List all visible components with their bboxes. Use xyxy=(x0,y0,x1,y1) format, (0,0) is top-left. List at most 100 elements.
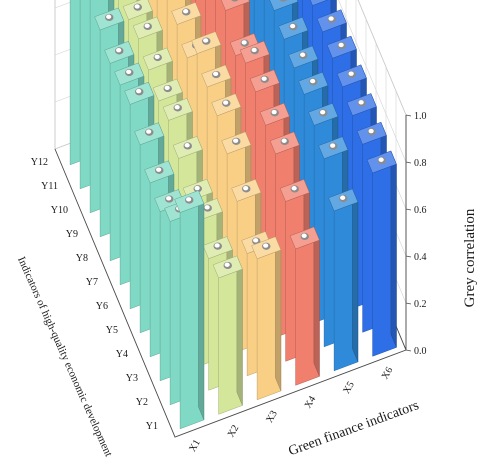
x-tick-label: X3 xyxy=(264,409,280,425)
bar-side-face xyxy=(236,255,243,406)
y-tick-label: Y6 xyxy=(96,301,108,312)
bar-X4-Y1 xyxy=(289,226,320,386)
bar-top-marker-highlight xyxy=(310,78,316,84)
z-tick-mark xyxy=(405,255,412,258)
bar-top-marker xyxy=(231,0,239,2)
bar-top-marker-highlight xyxy=(186,197,192,202)
bar-top-marker-highlight xyxy=(106,14,112,19)
bar-top-marker-highlight xyxy=(166,196,172,201)
z-tick-label: 1.0 xyxy=(414,111,427,122)
bar-top-marker-highlight xyxy=(116,47,122,53)
y-tick-label: Y10 xyxy=(51,205,68,216)
bar-top-marker-highlight xyxy=(156,167,162,172)
bar-top-marker-highlight xyxy=(281,138,287,143)
bar-top-marker-highlight xyxy=(358,100,364,105)
y-tick-label: Y1 xyxy=(146,421,158,432)
bar-top-marker-highlight xyxy=(251,47,257,53)
bar-top-marker-highlight xyxy=(320,109,326,115)
y-tick-label: Y7 xyxy=(86,277,98,288)
bar-top-marker-highlight xyxy=(203,38,209,43)
bar-X2-Y1 xyxy=(212,255,243,415)
bar-top-marker-highlight xyxy=(328,16,334,21)
x-tick-label: X4 xyxy=(303,394,319,410)
bar-top-marker-highlight xyxy=(243,185,249,191)
z-tick-label: 0.8 xyxy=(414,158,427,169)
bar-top-marker-highlight xyxy=(224,262,230,267)
tick-labels: X1 X2 X3 X4 X5 X6 Y1 Y2 Y3 Y4 Y5 Y6 Y7 Y8 Y9 Y10 Y11 Y12 0… xyxy=(31,111,427,454)
bar-top-marker-highlight xyxy=(184,143,190,148)
y-tick-label: Y2 xyxy=(136,397,148,408)
z-tick-label: 0.0 xyxy=(414,346,427,357)
bar-top-marker-highlight xyxy=(233,138,239,143)
bar-X6-Y1 xyxy=(366,150,397,357)
bar-top-marker-highlight xyxy=(214,243,220,248)
y-tick-label: Y4 xyxy=(116,349,128,360)
bar-top-marker-highlight xyxy=(300,52,306,57)
bar-top-marker-highlight xyxy=(338,42,344,48)
bar-side-face xyxy=(352,188,359,362)
bar-top-marker-highlight xyxy=(330,143,336,148)
bar-X3-Y1 xyxy=(251,236,282,401)
bar-top-marker-highlight xyxy=(164,85,170,91)
bar-top-face xyxy=(220,0,250,11)
y-tick-label: Y11 xyxy=(41,181,58,192)
bar-top-marker-highlight xyxy=(263,243,269,248)
bar-top-marker-highlight xyxy=(213,71,219,77)
bar-top-marker-highlight xyxy=(261,76,267,81)
bar-top-marker-highlight xyxy=(126,69,132,75)
bar-top-marker-highlight xyxy=(378,157,384,162)
bar-top-marker-highlight xyxy=(144,23,150,28)
bar-top-marker xyxy=(279,0,287,2)
bar-top-marker-highlight xyxy=(241,40,247,45)
y-tick-label: Y3 xyxy=(126,373,138,384)
bar-top-marker-highlight xyxy=(348,71,354,76)
bar-top-marker-highlight xyxy=(253,238,259,243)
gridline-z-4 xyxy=(338,0,407,163)
bar-top-marker-highlight xyxy=(290,23,296,29)
y-tick-label: Y5 xyxy=(106,325,118,336)
bar-side-face xyxy=(275,236,282,391)
bar-top-face xyxy=(269,0,299,11)
x-tick-label: X5 xyxy=(341,380,357,396)
x-tick-label: X1 xyxy=(187,438,203,454)
bar-top-marker-highlight xyxy=(183,9,189,14)
bar-top-face xyxy=(310,0,329,6)
bar-top-marker-highlight xyxy=(223,100,229,105)
y-axis-title: Indicators of high-quality economic deve… xyxy=(15,255,114,459)
bar-top-marker-highlight xyxy=(301,233,307,238)
gridline-z-5 xyxy=(357,0,407,116)
bar-top-marker-highlight xyxy=(146,129,152,134)
z-tick-mark xyxy=(405,161,412,164)
z-tick-mark xyxy=(405,114,412,117)
bar-top-marker-highlight xyxy=(194,185,200,191)
x-tick-label: X2 xyxy=(226,423,242,439)
x-tick-label: X6 xyxy=(380,365,396,381)
bar-side-face xyxy=(313,226,320,377)
bar-top-marker-highlight xyxy=(271,109,277,115)
bar-top-marker-highlight xyxy=(368,128,374,134)
z-tick-label: 0.4 xyxy=(414,252,427,263)
z-tick-mark xyxy=(405,302,412,305)
bar-top-marker-highlight xyxy=(154,54,160,59)
z-tick-label: 0.6 xyxy=(414,205,427,216)
z-tick-label: 0.2 xyxy=(414,299,427,310)
bar-X1-Y1 xyxy=(174,190,205,430)
bar-top-marker-highlight xyxy=(136,88,142,94)
bar-X5-Y1 xyxy=(328,188,359,372)
bars-layer xyxy=(69,0,397,430)
bar-top-marker-highlight xyxy=(204,205,210,210)
y-tick-label: Y9 xyxy=(66,229,78,240)
bar-top-marker-highlight xyxy=(174,104,180,110)
y-tick-label: Y12 xyxy=(31,157,48,168)
bar-top-marker-highlight xyxy=(291,186,297,191)
z-axis-title: Grey correlation xyxy=(462,208,478,307)
bar-top-marker-highlight xyxy=(134,4,140,9)
z-tick-mark xyxy=(405,208,412,211)
z-tick-mark xyxy=(405,349,412,352)
bar-side-face xyxy=(198,190,205,420)
bar-side-face xyxy=(390,150,397,348)
bar-top-marker-highlight xyxy=(340,195,346,200)
y-tick-label: Y8 xyxy=(76,253,88,264)
